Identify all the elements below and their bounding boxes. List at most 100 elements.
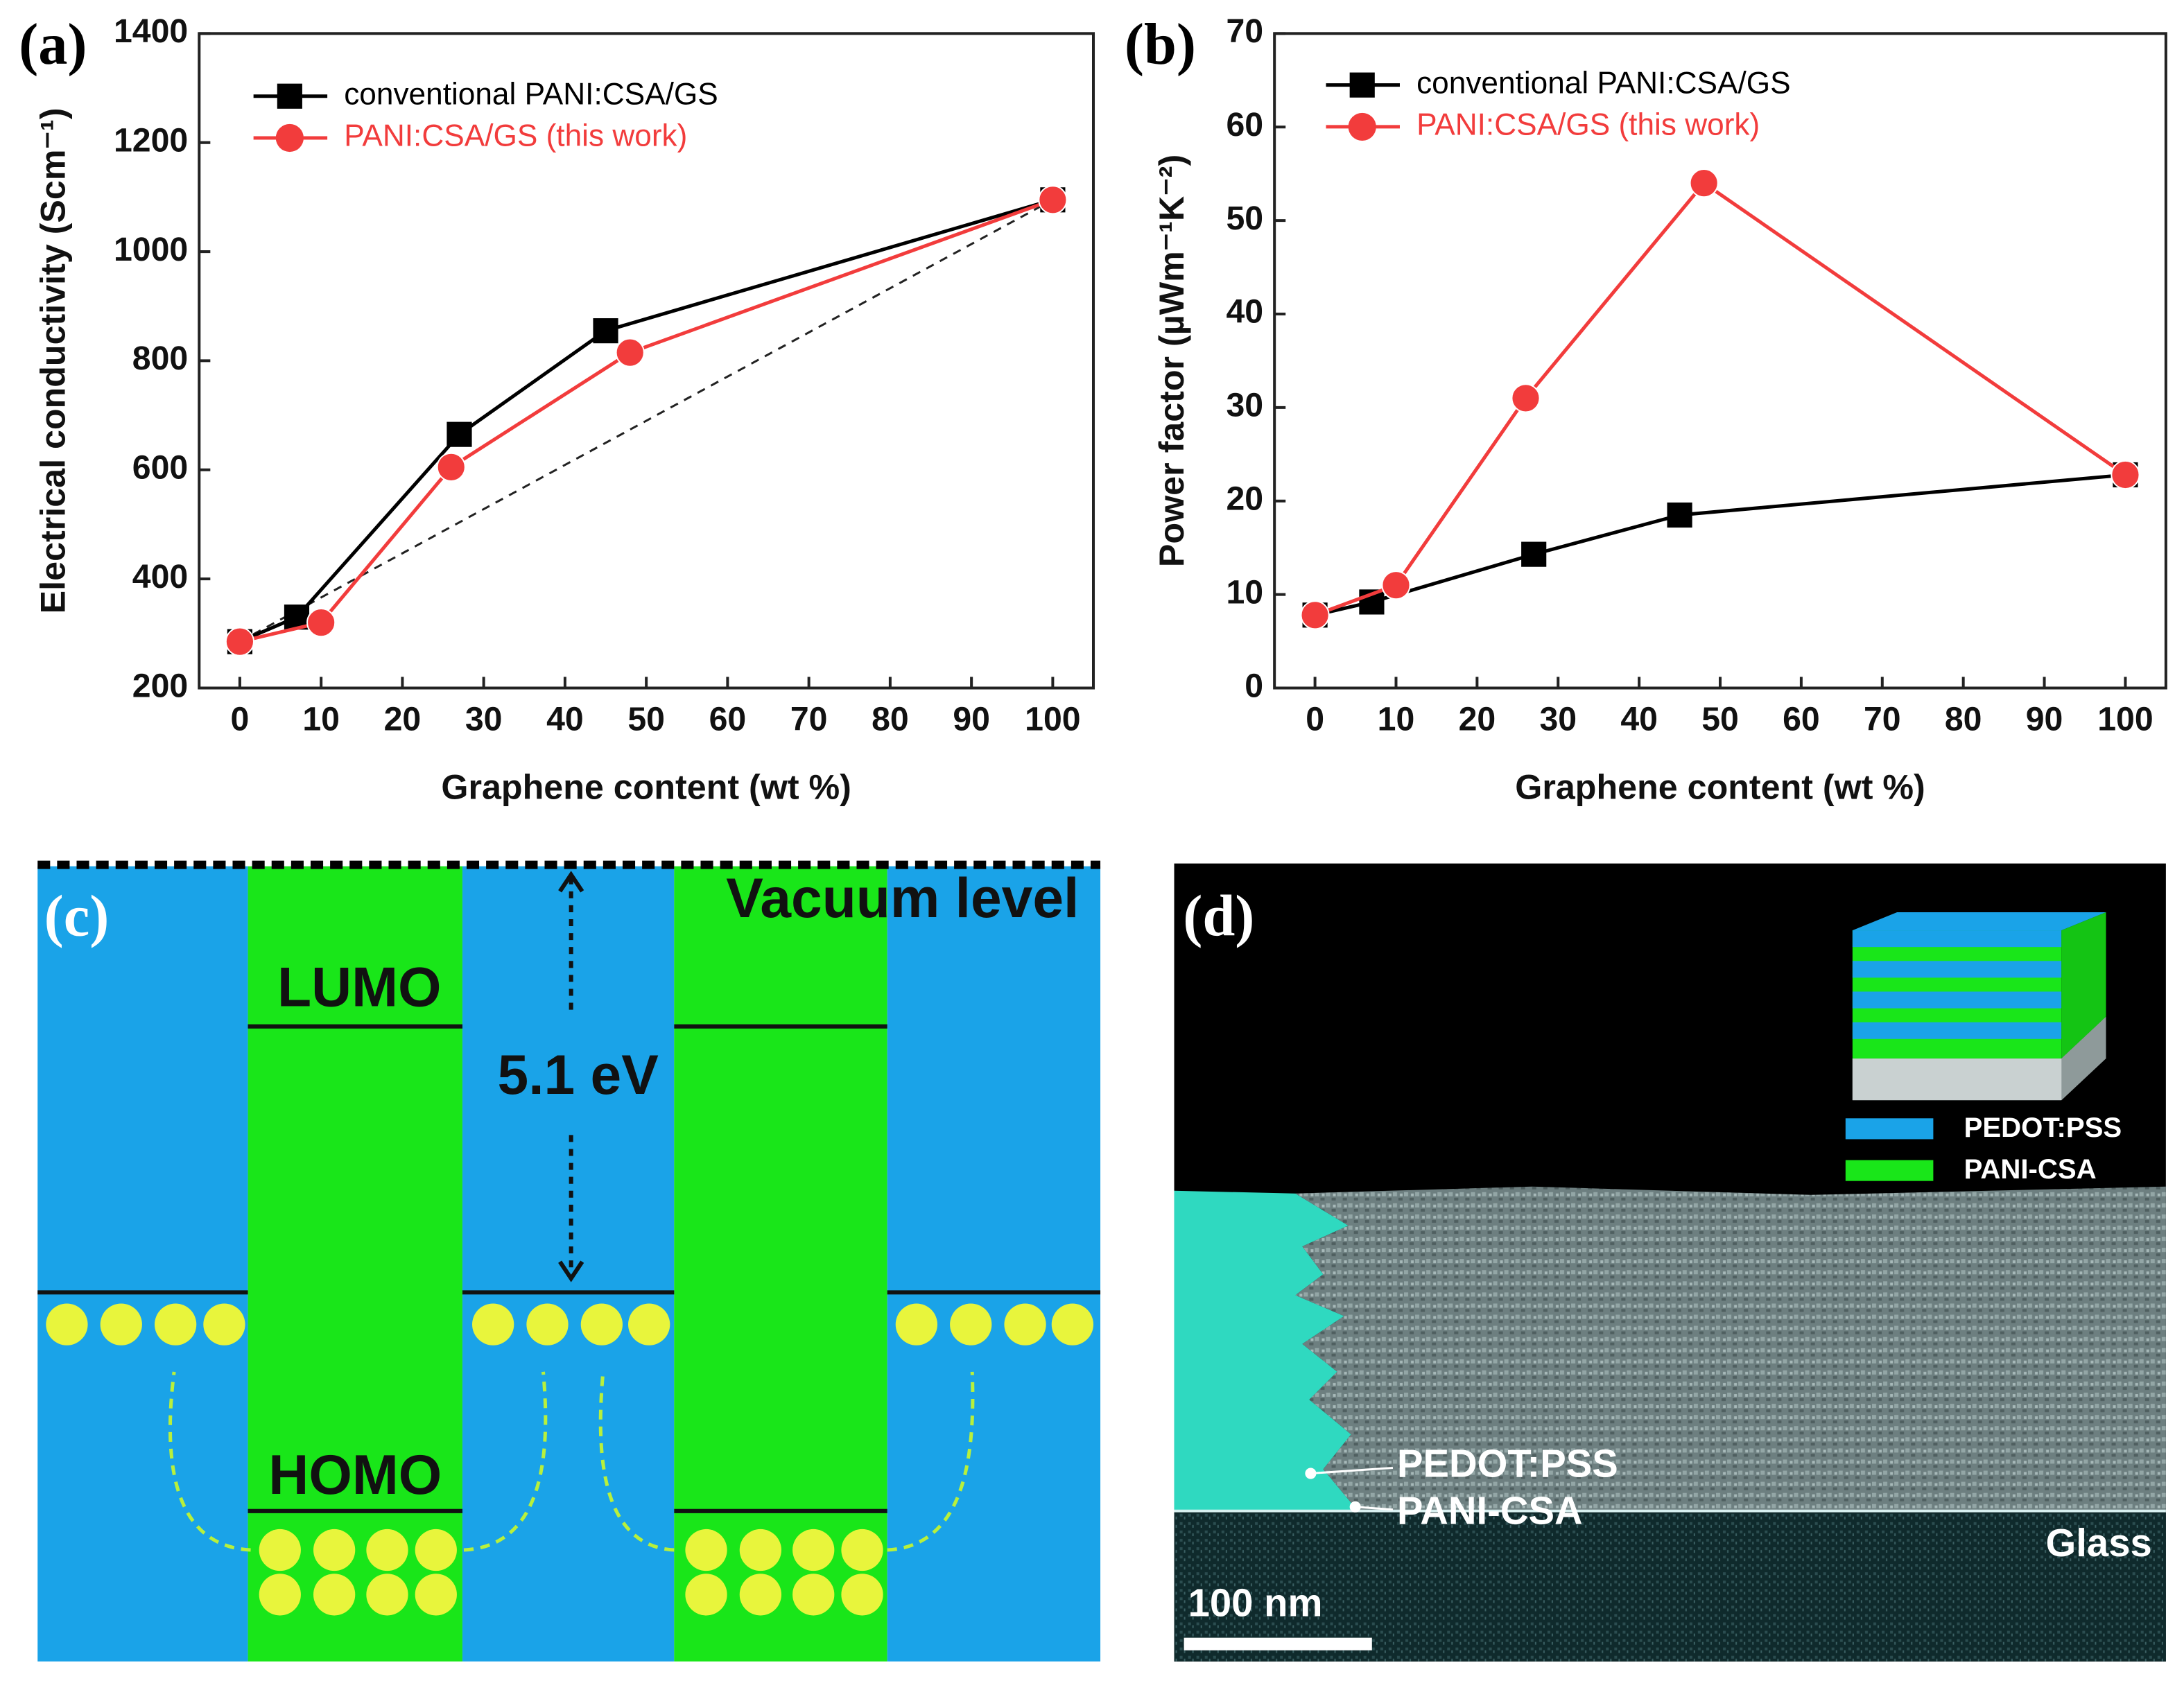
legend-marker: [277, 83, 302, 109]
marker: [436, 452, 466, 482]
x-axis-title: Graphene content (wt %): [441, 767, 851, 806]
x-tick-label: 20: [384, 700, 422, 738]
vacuum-level-label: Vacuum level: [726, 867, 1079, 930]
marker: [1300, 600, 1330, 630]
gap-arrow: [558, 871, 584, 1282]
x-tick-label: 60: [1783, 700, 1820, 738]
hop-arrows: [168, 1371, 975, 1552]
y-tick-label: 1200: [114, 121, 188, 159]
pedot-region: [1174, 1190, 1358, 1511]
x-tick-label: 80: [872, 700, 909, 738]
scale-bar: [1184, 1637, 1372, 1650]
marker: [1381, 571, 1411, 600]
x-tick-label: 100: [1025, 700, 1080, 738]
y-axis-title: Electrical conductivity (Scm⁻¹): [34, 108, 73, 614]
x-tick-label: 0: [230, 700, 249, 738]
legend-swatch: [1845, 1118, 1934, 1140]
y-tick-label: 30: [1226, 387, 1263, 424]
x-tick-label: 20: [1459, 700, 1496, 738]
energy-diagram: (c) Vacuum level LUMO HOMO 5.1 eV: [37, 860, 1101, 1662]
pani-band: [248, 866, 462, 1662]
marker: [225, 627, 254, 656]
chart: 0 10 20 30 40 50 60 70 80 90 100 200 400 600 800 1000 12…: [19, 12, 1095, 806]
panel-label: (d): [1183, 884, 1254, 948]
y-tick-label: 1000: [114, 231, 188, 268]
x-tick-label: 30: [1539, 700, 1577, 738]
x-tick-label: 10: [302, 700, 340, 738]
y-tick-label: 20: [1226, 480, 1263, 517]
layer-label: PEDOT:PSS: [1397, 1441, 1618, 1485]
x-tick-label: 0: [1306, 700, 1324, 738]
marker: [1511, 383, 1541, 413]
y-tick-label: 200: [132, 667, 188, 704]
x-tick-label: 40: [1620, 700, 1658, 738]
y-tick-label: 70: [1226, 12, 1263, 50]
marker: [2111, 460, 2140, 490]
x-tick-label: 100: [2097, 700, 2153, 738]
legend-label: PEDOT:PSS: [1964, 1112, 2122, 1143]
layer-label: PANI-CSA: [1397, 1489, 1583, 1533]
series-line: [1314, 180, 2126, 617]
x-tick-label: 40: [546, 700, 584, 738]
x-axis-title: Graphene content (wt %): [1515, 767, 1925, 806]
y-tick-label: 60: [1226, 106, 1263, 143]
x-tick-label: 70: [790, 700, 828, 738]
legend-label: conventional PANI:CSA/GS: [1416, 66, 1791, 100]
marker: [447, 421, 472, 447]
y-tick-label: 50: [1226, 200, 1263, 237]
multilayer-region: [1295, 1186, 2166, 1511]
marker: [593, 318, 618, 344]
legend-label: PANI-CSA: [1964, 1153, 2097, 1185]
stack-inset: [1852, 912, 2106, 1101]
y-tick-label: 400: [132, 558, 188, 595]
y-tick-label: 40: [1226, 293, 1263, 331]
y-axis-title: Power factor (µWm⁻¹K⁻²): [1152, 155, 1191, 567]
pedot-band: [887, 866, 1101, 1662]
carriers: [46, 1303, 1094, 1616]
lumo-label: LUMO: [277, 957, 442, 1019]
x-tick-label: 90: [953, 700, 990, 738]
legend-marker: [1349, 72, 1375, 98]
panel-label: (c): [44, 884, 110, 948]
marker: [306, 608, 336, 638]
legend-label: PANI:CSA/GS (this work): [1416, 108, 1760, 142]
pani-band: [674, 866, 887, 1662]
x-tick-label: 50: [627, 700, 665, 738]
y-tick-label: 800: [132, 340, 188, 377]
substrate-label: Glass: [2046, 1521, 2152, 1565]
legend-marker: [1348, 112, 1376, 141]
y-tick-label: 10: [1226, 573, 1263, 611]
panel-label: (a): [19, 12, 87, 77]
reference-line: [239, 198, 1054, 643]
marker: [1521, 541, 1547, 567]
x-tick-label: 50: [1701, 700, 1739, 738]
x-tick-label: 70: [1864, 700, 1901, 738]
legend-label: PANI:CSA/GS (this work): [344, 119, 687, 153]
pedot-band: [37, 866, 248, 1662]
marker: [1667, 502, 1692, 528]
series-line: [1315, 473, 2126, 617]
legend-label: conventional PANI:CSA/GS: [344, 77, 718, 111]
y-tick-label: 1400: [114, 12, 188, 50]
x-tick-label: 30: [465, 700, 503, 738]
chart: 0 10 20 30 40 50 60 70 80 90 100 0 10 20 30 40 50 60 70 Gra…: [1125, 12, 2167, 806]
glass-region: [1174, 1512, 2166, 1662]
pedot-band: [462, 866, 675, 1662]
x-tick-label: 10: [1378, 700, 1415, 738]
marker: [1689, 168, 1719, 198]
marker: [1038, 185, 1068, 215]
cross-section-image: PEDOT:PSS PANI-CSA PEDOT:PSS PANI-CSA Gl…: [1174, 863, 2166, 1662]
legend-marker: [275, 123, 304, 153]
x-tick-label: 60: [709, 700, 747, 738]
marker: [615, 338, 645, 367]
x-tick-label: 80: [1945, 700, 1982, 738]
panel-label: (b): [1125, 12, 1196, 77]
x-tick-label: 90: [2026, 700, 2063, 738]
y-tick-label: 600: [132, 449, 188, 487]
legend-swatch: [1845, 1160, 1934, 1181]
gap-label: 5.1 eV: [498, 1044, 659, 1106]
y-tick-label: 0: [1245, 667, 1263, 704]
homo-label: HOMO: [268, 1444, 442, 1506]
levels: [37, 1024, 1101, 1513]
